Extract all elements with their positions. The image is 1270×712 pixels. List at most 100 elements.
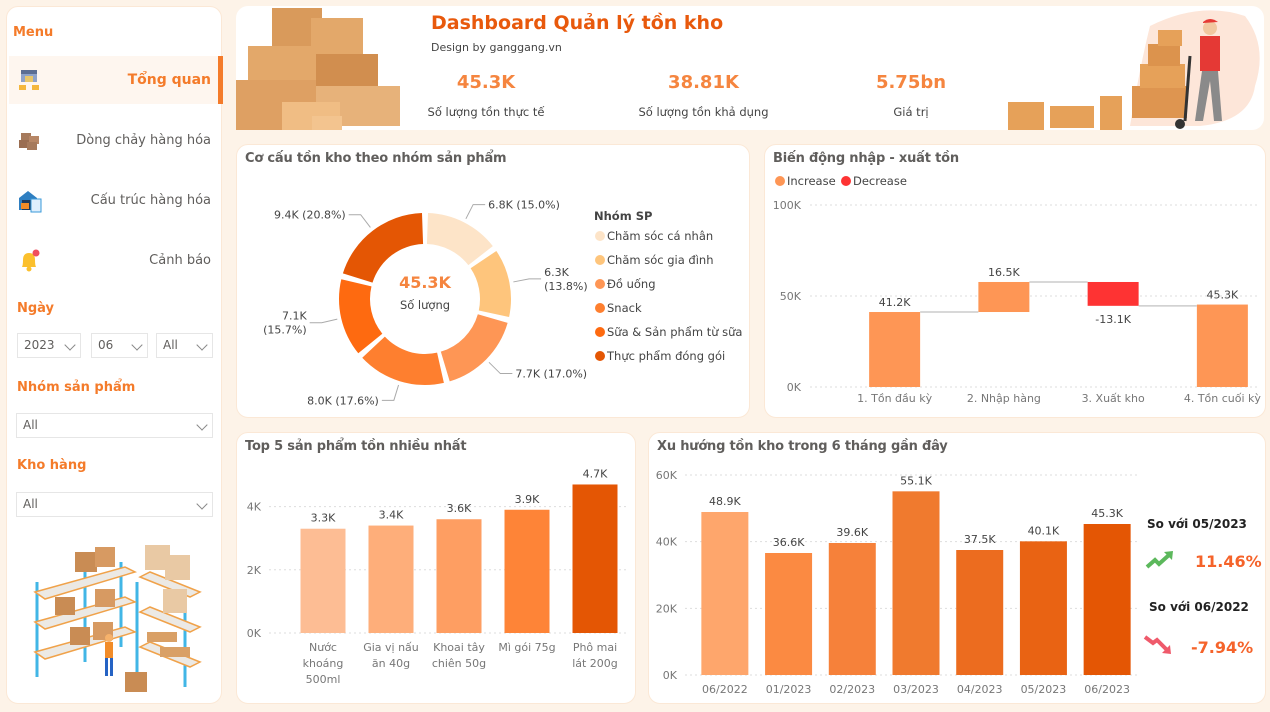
x-tick-label: Khoai tây [433,641,485,654]
chart-title: Top 5 sản phẩm tồn nhiều nhất [245,439,467,454]
y-tick-label: 100K [773,199,802,212]
data-label: 3.3K [311,512,336,525]
bar [828,543,876,675]
chevron-down-icon [64,339,76,351]
x-tick-label: 06/2023 [1084,683,1130,696]
comparison-value-prev-year: -7.94% [1191,638,1254,657]
donut-data-label: 6.3K (13.8%) [544,266,588,293]
bar [368,525,414,633]
data-label: 45.3K [1091,507,1123,520]
legend-marker [595,351,605,361]
delivery-worker-illustration [1008,10,1260,130]
legend-item-label: Chăm sóc gia đình [607,253,714,267]
data-label: 16.5K [988,266,1020,279]
donut-data-label: 7.1K (15.7%) [263,310,307,337]
x-tick-label: ăn 40g [372,657,410,670]
donut-leader-line [309,318,338,324]
legend-item-label: Sữa & Sản phẩm từ sữa [607,325,742,339]
legend-item-label: Decrease [853,174,907,188]
legend-marker [595,303,605,313]
warehouse-shelves-illustration [33,545,202,692]
bar [436,519,482,633]
x-tick-label: 01/2023 [766,683,812,696]
bar [572,484,618,633]
kpi-value-total: 5.75bn Giá trị [846,72,976,119]
dashboard-subtitle: Design by ganggang.vn [431,41,562,54]
sidebar-item-alerts[interactable]: Cảnh báo [9,236,221,284]
donut-slice [339,279,383,354]
chevron-down-icon [131,339,143,351]
legend-item-label: Chăm sóc cá nhân [607,229,713,243]
legend-marker [595,231,605,241]
sidebar-item-goods-structure[interactable]: Cấu trúc hàng hóa [9,176,221,224]
sidebar-item-goods-flow[interactable]: Dòng chảy hàng hóa [9,116,221,164]
x-tick-label: 1. Tồn đầu kỳ [857,392,932,405]
donut-center-label: Số lượng [400,298,450,312]
sidebar-item-label: Tổng quan [127,72,211,88]
data-label: 55.1K [900,474,932,487]
kpi-label: Số lượng tồn thực tế [427,105,545,119]
kpi-available-stock: 38.81K Số lượng tồn khả dụng [626,72,781,119]
day-value: All [163,338,178,352]
donut-slice [470,250,511,318]
warehouse-boxes-icon [19,70,39,90]
waterfall-bar [1087,281,1139,306]
dashboard-title: Dashboard Quản lý tồn kho [431,12,724,34]
product-group-select[interactable]: All [16,413,213,438]
data-label: -13.1K [1095,313,1131,326]
data-label: 41.2K [879,296,911,309]
bell-alert-icon [22,249,40,272]
data-label: 45.3K [1207,289,1239,302]
chevron-down-icon [196,419,208,431]
legend-item-label: Snack [607,301,642,315]
legend-item-label: Increase [787,174,836,188]
data-label: 3.4K [379,509,404,522]
bar [765,553,813,675]
bar [701,512,749,675]
donut-data-label: 7.7K (17.0%) [515,368,587,381]
x-tick-label: 03/2023 [893,683,939,696]
warehouse-filter-label: Kho hàng [17,458,87,473]
sidebar-item-overview[interactable]: Tổng quan [9,56,223,104]
sidebar: Menu Tổng quan Dòng chảy hàng hóa Cấu tr… [6,6,223,704]
kpi-label: Số lượng tồn khả dụng [638,105,769,119]
warehouse-select[interactable]: All [16,492,213,517]
x-tick-label: 4. Tồn cuối kỳ [1184,392,1262,405]
kpi-value: 5.75bn [875,72,947,93]
month-select[interactable]: 06 [91,333,148,358]
day-select[interactable]: All [156,333,213,358]
bar [892,491,940,675]
kpi-actual-stock: 45.3K Số lượng tồn thực tế [421,72,551,119]
x-tick-label: 05/2023 [1021,683,1067,696]
x-tick-label: Nước [309,641,337,654]
legend-item-label: Đồ uống [607,277,656,291]
y-tick-label: 0K [787,381,802,394]
y-tick-label: 0K [247,627,262,640]
data-label: 37.5K [964,533,996,546]
top5-chart-card: Top 5 sản phẩm tồn nhiều nhất 0K 2K 4K 3.3K… [236,432,636,704]
year-select[interactable]: 2023 [17,333,81,358]
x-tick-label: 500ml [306,673,341,686]
waterfall-bar [869,312,921,387]
y-tick-label: 2K [247,564,262,577]
y-tick-label: 60K [656,469,678,482]
menu-title: Menu [13,25,54,40]
chevron-down-icon [196,339,208,351]
sidebar-item-label: Dòng chảy hàng hóa [76,132,211,148]
year-value: 2023 [24,338,55,352]
sidebar-item-label: Cấu trúc hàng hóa [90,192,211,208]
donut-data-label: 9.4K (20.8%) [274,209,346,222]
waterfall-bar [1196,304,1248,387]
comparison-value-prev-month: 11.46% [1195,552,1262,571]
header: Dashboard Quản lý tồn kho Design by gang… [236,6,1264,130]
trend-down-icon [1143,635,1171,654]
legend-marker [775,176,785,186]
bar [1083,524,1131,675]
x-tick-label: 04/2023 [957,683,1003,696]
month-value: 06 [98,338,114,352]
legend-item-label: Thực phẩm đóng gói [606,349,725,363]
legend-marker [595,327,605,337]
legend-marker [595,255,605,265]
waterfall-chart: Increase Decrease 0K 50K 100K 41.2K 16.5K -13… [773,174,1262,405]
y-tick-label: 4K [247,501,262,514]
